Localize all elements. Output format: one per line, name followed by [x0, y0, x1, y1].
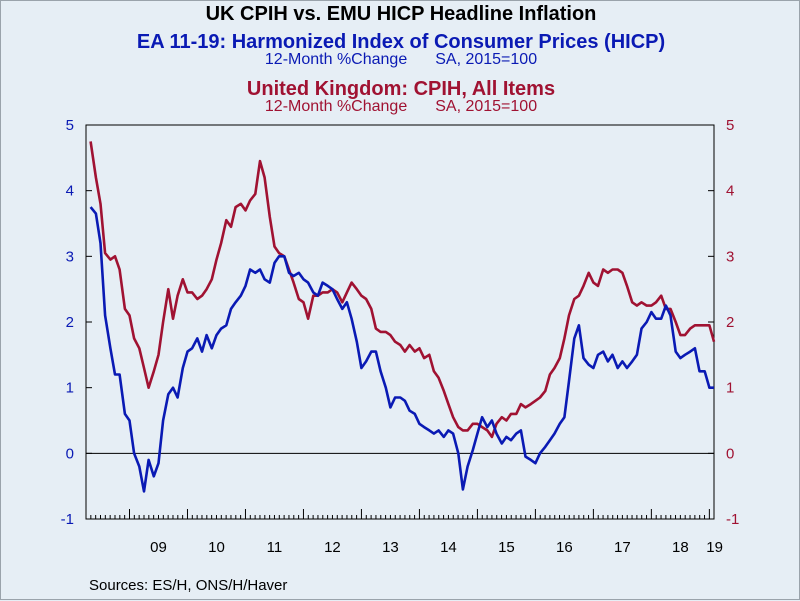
x-tick-label: 17 — [614, 539, 631, 556]
series1-basis-label: SA, 2015=100 — [435, 51, 538, 68]
y-tick-label-right: 1 — [726, 380, 734, 397]
y-tick-label-left: 2 — [66, 314, 74, 331]
x-tick-label: 10 — [208, 539, 225, 556]
x-tick-label: 13 — [382, 539, 399, 556]
chart-title: UK CPIH vs. EMU HICP Headline Inflation — [205, 3, 597, 25]
x-tick-label: 09 — [150, 539, 167, 556]
y-tick-label-left: 1 — [66, 380, 74, 397]
series1-title: EA 11-19: Harmonized Index of Consumer P… — [136, 31, 666, 53]
plot-area — [85, 124, 715, 520]
series2-units: 12-Month %Change SA, 2015=100 — [1, 98, 800, 116]
x-tick-label: 14 — [440, 539, 457, 556]
y-tick-label-right: 3 — [726, 248, 734, 265]
x-tick-label: 11 — [267, 539, 283, 556]
series1-units: 12-Month %Change SA, 2015=100 — [1, 51, 800, 69]
y-tick-label-right: 0 — [726, 445, 734, 462]
series2-units-label: 12-Month %Change — [264, 98, 408, 115]
source-note: Sources: ES/H, ONS/H/Haver — [89, 577, 288, 594]
x-tick-label: 16 — [556, 539, 573, 556]
x-tick-label: 19 — [706, 539, 723, 556]
y-tick-label-left: -1 — [61, 511, 74, 528]
series-line-uk-cpih — [89, 141, 716, 439]
y-tick-label-left: 0 — [66, 445, 74, 462]
x-tick-label: 15 — [498, 539, 515, 556]
x-tick-label: 18 — [672, 539, 689, 556]
series2-title: United Kingdom: CPIH, All Items — [246, 78, 556, 100]
y-tick-label-right: 4 — [726, 183, 734, 200]
series-line-ea-hicp — [89, 206, 714, 493]
y-tick-label-right: 2 — [726, 314, 734, 331]
x-tick-label: 12 — [324, 539, 341, 556]
y-tick-label-left: 5 — [66, 117, 74, 134]
y-tick-label-left: 3 — [66, 248, 74, 265]
series1-units-label: 12-Month %Change — [264, 51, 408, 68]
y-tick-label-right: 5 — [726, 117, 734, 134]
y-tick-label-left: 4 — [66, 183, 74, 200]
series2-basis-label: SA, 2015=100 — [435, 98, 538, 115]
y-tick-label-right: -1 — [726, 511, 739, 528]
